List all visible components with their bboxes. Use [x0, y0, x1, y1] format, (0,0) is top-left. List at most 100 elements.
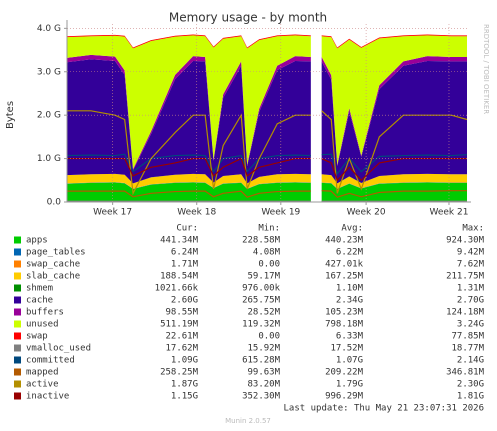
legend-stat: 265.75M [242, 296, 281, 306]
legend-stat: 996.29M [325, 392, 364, 402]
legend-stat: 2.14G [457, 356, 484, 366]
legend-stat: 2.70G [457, 296, 484, 306]
legend-stat: 228.58M [242, 236, 281, 246]
area [67, 35, 467, 170]
legend-stat: 119.32M [242, 320, 281, 330]
legend-stat: 1.07G [336, 356, 363, 366]
legend-label: inactive [26, 392, 69, 402]
legend: Cur: Min: Avg: Max: apps 441.34M 228.58M 440.23… [14, 224, 485, 402]
x-tick-label: Week 20 [347, 208, 386, 218]
legend-header: Cur: [176, 224, 198, 234]
area [67, 34, 467, 49]
plot: 0.0 1.0 G 2.0 G 3.0 G 4.0 G Week 17 Week 18 Wee… [37, 20, 471, 218]
x-tick-label: Week 18 [177, 208, 216, 218]
legend-stat: 6.22M [336, 248, 364, 258]
legend-label: buffers [26, 308, 64, 318]
legend-stat: 2.60G [171, 296, 198, 306]
legend-stat: 1.10M [336, 284, 364, 294]
legend-stat: 924.30M [446, 236, 485, 246]
version: Munin 2.0.57 [225, 417, 271, 425]
x-tick-label: Week 19 [261, 208, 300, 218]
legend-swatch [14, 236, 21, 244]
y-tick-label: 4.0 G [37, 24, 61, 34]
legend-stat: 2.30G [457, 380, 484, 390]
legend-stat: 3.24G [457, 320, 484, 330]
legend-stat: 188.54M [160, 272, 199, 282]
legend-stat: 976.00k [242, 284, 281, 294]
legend-swatch [14, 332, 21, 340]
legend-stat: 15.92M [247, 344, 280, 354]
legend-stat: 98.55M [165, 308, 198, 318]
x-tick-label: Week 21 [429, 208, 468, 218]
legend-swatch [14, 368, 21, 376]
legend-label: apps [26, 236, 48, 246]
x-tick-label: Week 17 [93, 208, 132, 218]
legend-swatch [14, 356, 21, 364]
legend-label: committed [26, 356, 75, 366]
legend-header: Avg: [341, 224, 363, 234]
y-tick-label: 2.0 G [37, 111, 61, 121]
legend-stat: 1021.66k [155, 284, 199, 294]
legend-swatch [14, 380, 21, 388]
last-update: Last update: Thu May 21 23:07:31 2026 [284, 404, 484, 414]
area [67, 182, 467, 189]
legend-stat: 59.17M [247, 272, 280, 282]
legend-label: swap [26, 332, 48, 342]
legend-stat: 615.28M [242, 356, 281, 366]
legend-stat: 1.71M [171, 260, 199, 270]
legend-stat: 4.08M [253, 248, 281, 258]
legend-stat: 209.22M [325, 368, 364, 378]
legend-stat: 440.23M [325, 236, 364, 246]
legend-stat: 99.63M [247, 368, 280, 378]
legend-header: Max: [462, 224, 484, 234]
legend-swatch [14, 344, 21, 352]
legend-label: shmem [26, 284, 53, 294]
legend-stat: 1.79G [336, 380, 363, 390]
line [67, 190, 467, 198]
legend-swatch [14, 296, 21, 304]
y-axis-label: Bytes [5, 101, 16, 129]
legend-stat: 167.25M [325, 272, 364, 282]
legend-stat: 6.24M [171, 248, 199, 258]
legend-stat: 124.18M [446, 308, 485, 318]
legend-stat: 352.30M [242, 392, 281, 402]
legend-label: mapped [26, 368, 59, 378]
legend-label: cache [26, 296, 53, 306]
legend-stat: 105.23M [325, 308, 364, 318]
legend-swatch [14, 260, 21, 268]
y-tick-label: 0.0 [47, 198, 62, 208]
area [67, 173, 467, 189]
legend-stat: 511.19M [160, 320, 199, 330]
legend-swatch [14, 308, 21, 316]
legend-stat: 17.62M [165, 344, 198, 354]
legend-header: Min: [258, 224, 280, 234]
legend-stat: 17.52M [330, 344, 363, 354]
legend-swatch [14, 248, 21, 256]
chart-title: Memory usage - by month [169, 11, 327, 25]
legend-stat: 1.31M [457, 284, 485, 294]
legend-stat: 1.15G [171, 392, 198, 402]
area [67, 59, 467, 184]
legend-label: page_tables [26, 248, 86, 258]
legend-label: swap_cache [26, 260, 80, 270]
legend-stat: 1.87G [171, 380, 198, 390]
legend-stat: 798.18M [325, 320, 364, 330]
legend-stat: 0.00 [258, 332, 280, 342]
legend-stat: 346.81M [446, 368, 485, 378]
y-tick-label: 1.0 G [37, 154, 61, 164]
legend-swatch [14, 320, 21, 328]
legend-stat: 2.34G [336, 296, 363, 306]
legend-label: slab_cache [26, 272, 80, 282]
legend-stat: 1.81G [457, 392, 484, 402]
legend-stat: 22.61M [165, 332, 198, 342]
legend-swatch [14, 284, 21, 292]
legend-stat: 441.34M [160, 236, 199, 246]
legend-stat: 83.20M [247, 380, 280, 390]
legend-stat: 28.52M [247, 308, 280, 318]
legend-stat: 0.00 [258, 260, 280, 270]
area [67, 173, 467, 184]
y-tick-label: 3.0 G [37, 67, 61, 77]
legend-swatch [14, 392, 21, 400]
watermark: RRDTOOL / TOBI OETIKER [482, 24, 490, 114]
